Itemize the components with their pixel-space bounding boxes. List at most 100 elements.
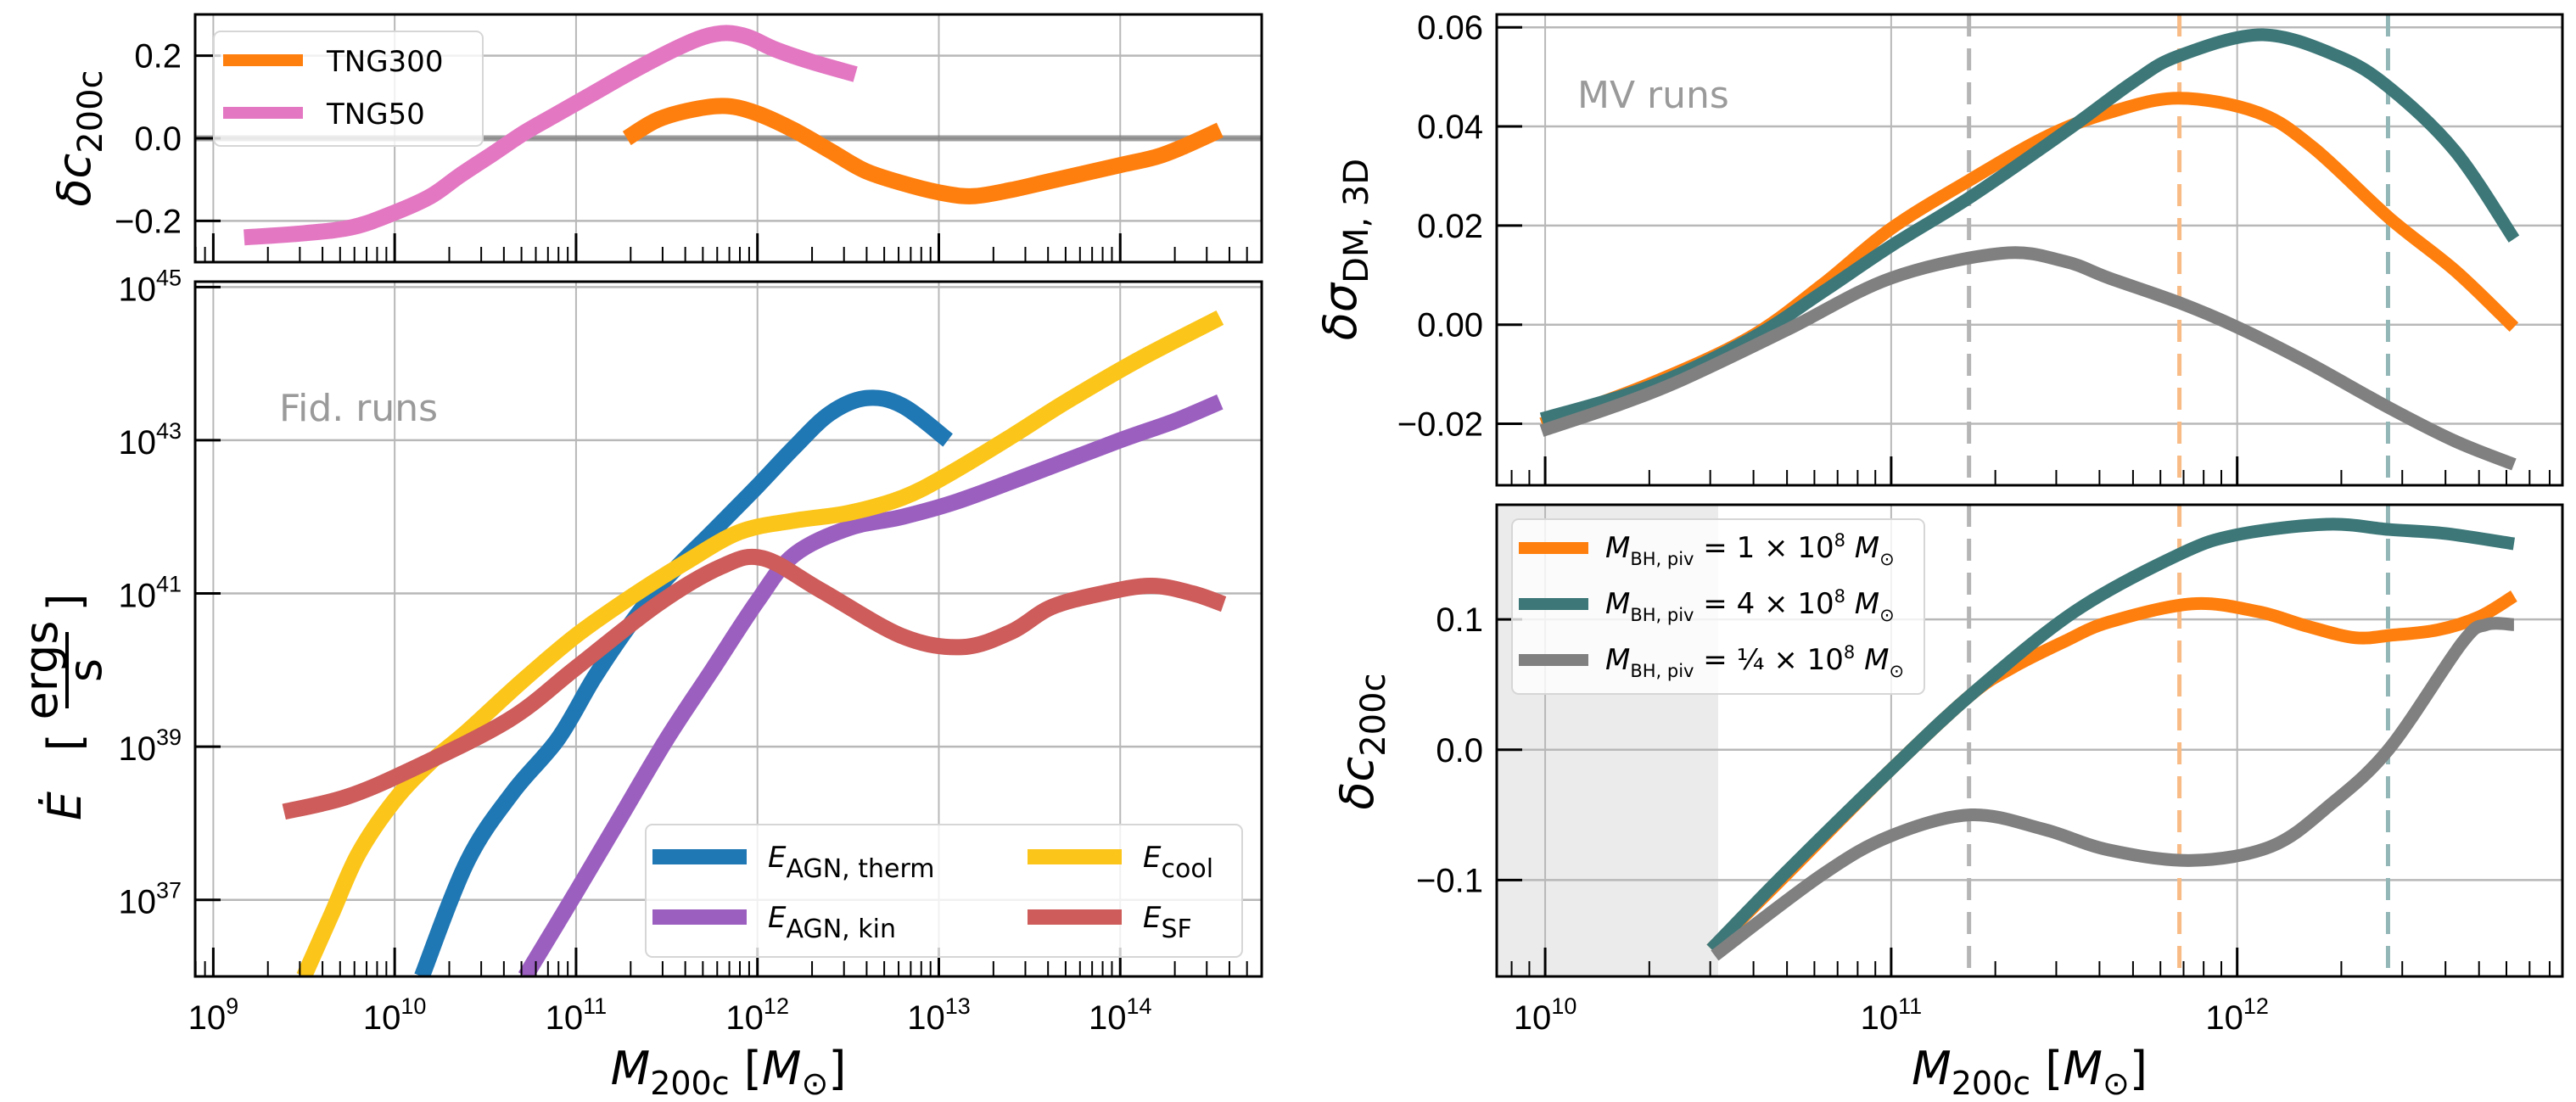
legend-label-symbol: M	[1605, 643, 1630, 677]
y-tick-label-exponent: 37	[156, 878, 182, 903]
x-label-bracket: ]	[828, 1042, 846, 1095]
y-tick-label-base: 10	[118, 884, 156, 921]
x-tick-label: 1010	[363, 993, 427, 1037]
x-label-unit: M	[2063, 1042, 2103, 1095]
x-tick-label: 1013	[907, 993, 971, 1037]
y-axis-label: δσDM, 3D	[1313, 159, 1376, 340]
legend-label: TNG50	[326, 98, 425, 131]
x-label-bracket: [	[730, 1042, 762, 1095]
axes-frame	[1495, 13, 2564, 487]
legend-label-subscript: cool	[1161, 854, 1213, 884]
legend-label-symbol: E	[1143, 841, 1162, 875]
series-line-m-bh-piv-0-25e8	[1711, 617, 2515, 961]
panel-annotation: Fid. runs	[279, 387, 438, 430]
legend-label: EAGN, kin	[768, 901, 896, 944]
legend-label: EAGN, therm	[768, 841, 935, 884]
y-axis-label: δc200c	[48, 70, 110, 206]
legend-label-subscript: BH, piv	[1630, 605, 1694, 625]
y-tick-label: 0.2	[134, 38, 182, 76]
y-label-bracket: ]	[38, 593, 92, 611]
x-tick-label-exponent: 14	[1126, 993, 1151, 1019]
x-tick-label-base: 10	[188, 999, 227, 1037]
x-tick-label-exponent: 11	[1898, 993, 1922, 1019]
legend-label-subscript: BH, piv	[1630, 661, 1694, 681]
y-label-subscript: 200c	[1354, 673, 1393, 756]
legend-label-unit: M	[1845, 531, 1879, 565]
series-line-e-cool	[296, 310, 1224, 976]
x-tick-label-exponent: 11	[583, 993, 607, 1019]
y-tick-label: 1039	[118, 724, 182, 768]
x-tick-label-exponent: 12	[764, 993, 789, 1019]
legend-label: MBH, piv = 1 × 108 M⊙	[1605, 530, 1895, 569]
curves	[244, 25, 1224, 246]
legend-label-unit-subscript: ⊙	[1889, 661, 1904, 681]
x-tick-label: 1012	[2205, 993, 2269, 1037]
x-tick-label-base: 10	[1514, 999, 1552, 1037]
legend-label-unit-subscript: ⊙	[1879, 605, 1895, 625]
legend-label-value: = 1 × 10	[1694, 531, 1834, 565]
legend-label-symbol: M	[1605, 587, 1630, 621]
legend-label: MBH, piv = ¼ × 108 M⊙	[1605, 642, 1904, 681]
series-line-e-sf	[282, 548, 1227, 820]
x-axis-label: M200c [M⊙]	[611, 1042, 847, 1102]
series-line-tng300	[622, 98, 1224, 204]
legend-label-symbol: E	[768, 841, 787, 875]
y-axis-label: δc200c	[1330, 673, 1393, 809]
y-label-symbol: δc	[48, 154, 101, 207]
y-tick-label-base: 10	[118, 424, 156, 461]
x-tick-label-exponent: 10	[1551, 993, 1576, 1019]
curves	[1539, 28, 2520, 471]
y-tick-label: 0.04	[1417, 109, 1483, 146]
y-tick-label: −0.1	[1416, 862, 1483, 899]
y-label-text: δc200c	[48, 70, 110, 206]
x-label-subscript: 200c	[1952, 1065, 2030, 1102]
y-tick-label: 1041	[118, 572, 182, 615]
panel-annotation: MV runs	[1577, 74, 1729, 117]
x-tick-label-exponent: 13	[945, 993, 971, 1019]
legend-label-subscript: SF	[1161, 915, 1191, 944]
x-label-unit-subscript: ⊙	[801, 1065, 828, 1102]
legend-label: ESF	[1143, 901, 1192, 944]
y-label-symbol: Ė	[38, 791, 92, 820]
y-label-text: δc200c	[1330, 673, 1393, 809]
series-line-m-bh-piv-0-25e8	[1539, 246, 2517, 471]
legend-label: TNG300	[326, 45, 443, 79]
series-line-tng50	[244, 25, 858, 246]
y-tick-label: 0.1	[1436, 601, 1483, 639]
legend-label-value: = ¼ × 10	[1694, 643, 1843, 677]
y-tick-label: 0.02	[1417, 208, 1483, 245]
legend-label-exponent: 8	[1834, 530, 1845, 551]
axes-frame	[193, 280, 1263, 978]
legend-label-symbol: E	[1143, 901, 1162, 935]
legend-label-unit-subscript: ⊙	[1879, 549, 1895, 569]
y-tick-label-exponent: 43	[156, 418, 182, 444]
x-tick-label-base: 10	[1861, 999, 1899, 1037]
legend-label-unit: M	[1845, 587, 1879, 621]
legend-label: MBH, piv = 4 × 108 M⊙	[1605, 586, 1895, 625]
y-tick-label: 0.06	[1417, 9, 1483, 47]
x-label-subscript: 200c	[650, 1065, 729, 1102]
y-tick-label-base: 10	[118, 730, 156, 768]
x-label-bracket: [	[2030, 1042, 2063, 1095]
y-label-unit-numerator: ergs	[14, 621, 68, 720]
legend-box	[1511, 518, 1925, 695]
y-tick-label: 0.0	[134, 120, 182, 158]
x-tick-label: 1012	[725, 993, 789, 1037]
x-tick-label-base: 10	[1089, 999, 1127, 1037]
x-label-symbol: M	[611, 1042, 651, 1095]
panel-top-left: −0.2 0.0 0.2 δc200c TNG300 TNG50	[48, 13, 1263, 264]
legend-label-exponent: 8	[1844, 642, 1855, 663]
y-label-subscript: DM, 3D	[1337, 159, 1376, 283]
x-tick-label: 1010	[1514, 993, 1577, 1037]
panel-top-right: −0.02 0.00 0.02 0.04 0.06 δσDM, 3D MV runs	[1313, 9, 2564, 487]
legend-label-subscript: AGN, kin	[786, 915, 895, 944]
y-label-symbol: δc	[1330, 757, 1384, 810]
y-label-subscript: 200c	[71, 70, 110, 153]
series-line-m-bh-piv-4e8	[1706, 517, 2516, 954]
x-tick-label-base: 10	[725, 999, 764, 1037]
y-label-unit-denominator: s	[59, 658, 112, 682]
